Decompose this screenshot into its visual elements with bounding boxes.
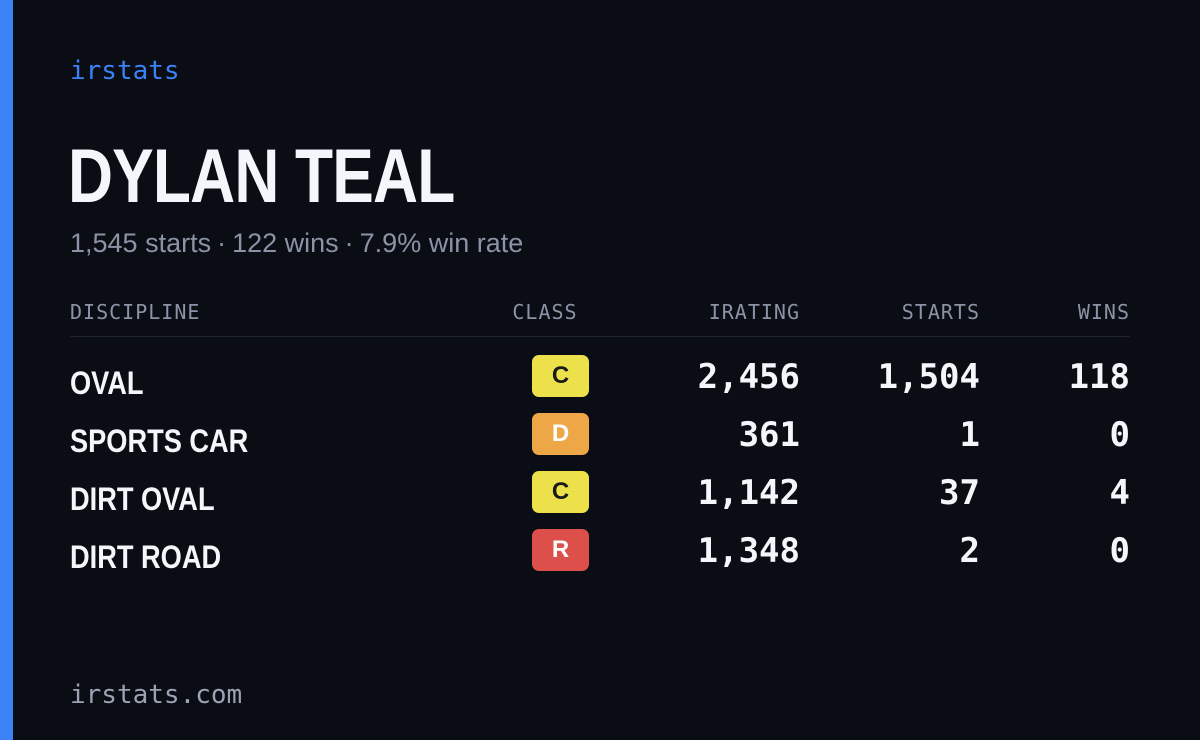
row-irating: 1,142 bbox=[697, 473, 800, 513]
summary-separator: · bbox=[217, 228, 227, 258]
header-discipline: DISCIPLINE bbox=[70, 300, 201, 324]
row-starts: 1 bbox=[959, 415, 980, 455]
row-discipline: DIRT OVAL bbox=[70, 481, 215, 517]
table-row: OVAL C 2,456 1,504 118 bbox=[70, 353, 1130, 411]
class-badge: R bbox=[532, 529, 589, 571]
header-wins: WINS bbox=[1077, 300, 1130, 324]
row-wins: 0 bbox=[1109, 415, 1130, 455]
row-wins: 4 bbox=[1109, 473, 1130, 513]
row-starts: 1,504 bbox=[877, 357, 980, 397]
row-starts: 2 bbox=[959, 531, 980, 571]
summary-separator: · bbox=[344, 228, 354, 258]
row-irating: 361 bbox=[738, 415, 800, 455]
row-irating: 1,348 bbox=[697, 531, 800, 571]
row-discipline: DIRT ROAD bbox=[70, 539, 222, 575]
table-row: SPORTS CAR D 361 1 0 bbox=[70, 411, 1130, 469]
brand-logo: irstats bbox=[70, 56, 180, 86]
row-irating: 2,456 bbox=[697, 357, 800, 397]
table-header: DISCIPLINE CLASS IRATING STARTS WINS bbox=[70, 296, 1130, 337]
accent-bar bbox=[0, 0, 13, 740]
class-badge: C bbox=[532, 471, 589, 513]
header-irating: IRATING bbox=[708, 300, 800, 324]
discipline-table: DISCIPLINE CLASS IRATING STARTS WINS OVA… bbox=[70, 296, 1130, 585]
row-starts: 37 bbox=[939, 473, 980, 513]
row-discipline: SPORTS CAR bbox=[70, 423, 249, 459]
driver-name: DYLAN TEAL bbox=[68, 134, 455, 219]
header-starts: STARTS bbox=[901, 300, 980, 324]
table-row: DIRT ROAD R 1,348 2 0 bbox=[70, 527, 1130, 585]
summary-starts: 1,545 starts bbox=[70, 228, 212, 258]
row-wins: 0 bbox=[1109, 531, 1130, 571]
header-class: CLASS bbox=[512, 300, 578, 324]
row-discipline: OVAL bbox=[70, 365, 144, 401]
class-badge: C bbox=[532, 355, 589, 397]
table-body: OVAL C 2,456 1,504 118 SPORTS CAR D 361 … bbox=[70, 337, 1130, 585]
footer-site-url: irstats.com bbox=[70, 680, 243, 710]
summary-wins: 122 wins bbox=[232, 228, 339, 258]
driver-summary: 1,545 starts · 122 wins · 7.9% win rate bbox=[70, 228, 523, 259]
table-row: DIRT OVAL C 1,142 37 4 bbox=[70, 469, 1130, 527]
class-badge: D bbox=[532, 413, 589, 455]
row-wins: 118 bbox=[1068, 357, 1130, 397]
summary-win-rate: 7.9% win rate bbox=[359, 228, 524, 258]
